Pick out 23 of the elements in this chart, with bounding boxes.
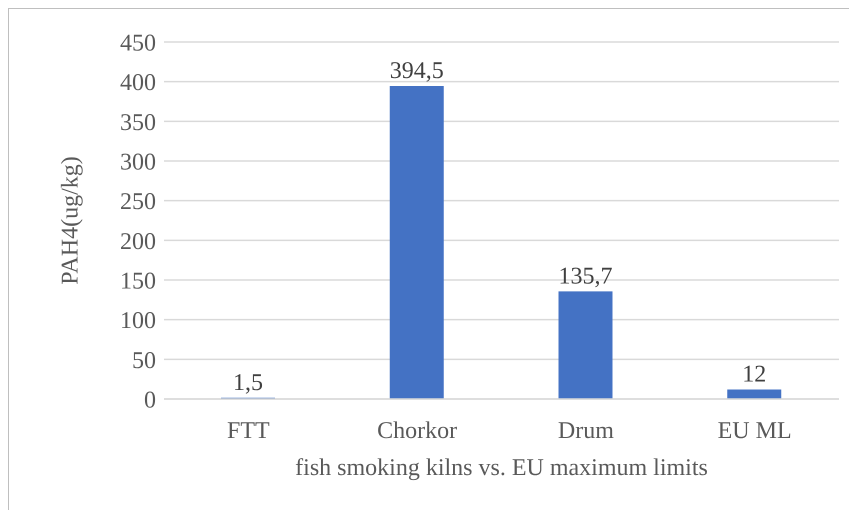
bar (390, 86, 444, 399)
y-tick-label: 100 (120, 308, 156, 334)
y-tick-label: 0 (144, 388, 156, 414)
data-label: 12 (742, 361, 766, 388)
y-tick-label: 150 (120, 268, 156, 295)
y-axis-title: PAH4(ug/kg) (58, 156, 84, 285)
data-label: 1,5 (233, 370, 263, 396)
y-tick-label: 300 (120, 150, 156, 176)
x-tick-label: Chorkor (377, 418, 458, 444)
x-tick-label: Drum (558, 418, 614, 444)
y-tick-label: 450 (120, 30, 156, 57)
data-label: 135,7 (558, 263, 612, 290)
x-tick-label: FTT (227, 418, 270, 444)
bar (727, 389, 782, 399)
y-tick-label: 200 (120, 228, 156, 255)
y-tick-label: 350 (120, 110, 156, 136)
x-axis-title: fish smoking kilns vs. EU maximum limits (295, 455, 708, 481)
y-tick-label: 250 (120, 189, 156, 216)
data-label: 394,5 (390, 58, 444, 84)
bar (558, 291, 612, 399)
y-tick-label: 400 (120, 70, 156, 96)
y-tick-label: 50 (132, 348, 156, 374)
x-tick-label: EU ML (718, 418, 792, 444)
